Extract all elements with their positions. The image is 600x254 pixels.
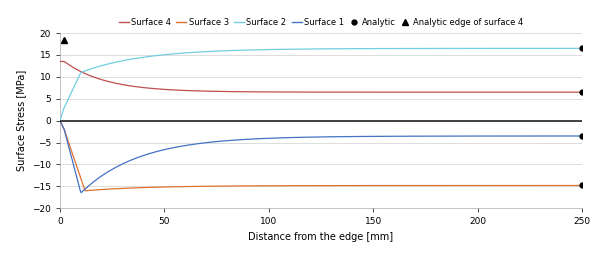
Legend: Surface 4, Surface 3, Surface 2, Surface 1, Analytic, Analytic edge of surface 4: Surface 4, Surface 3, Surface 2, Surface… (119, 18, 523, 27)
Y-axis label: Surface Stress [MPa]: Surface Stress [MPa] (16, 70, 26, 171)
X-axis label: Distance from the edge [mm]: Distance from the edge [mm] (248, 232, 394, 242)
